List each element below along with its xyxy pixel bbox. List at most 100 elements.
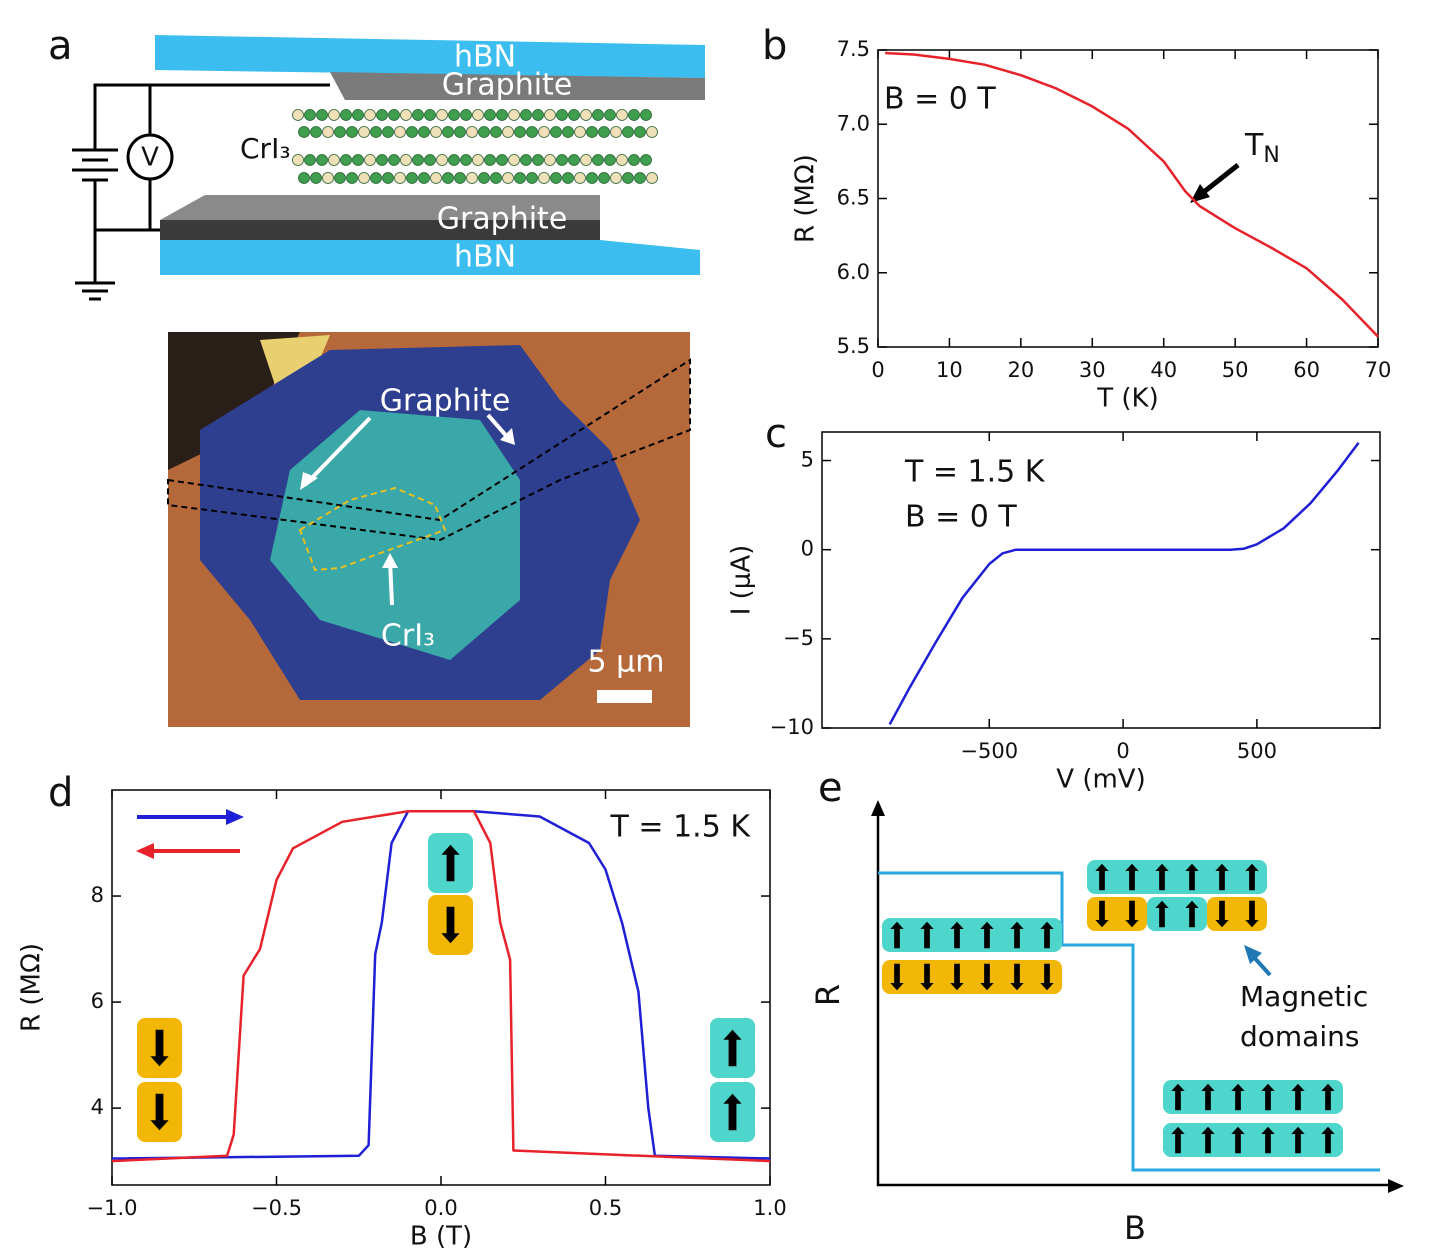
y-tick-label: 7.0 [837,111,870,135]
atom [580,154,592,166]
atom [370,172,382,184]
battery [72,148,118,182]
y-tick-label: 5 [801,448,814,472]
atom [400,109,412,121]
graphite-outline [167,358,691,542]
spin-arrow [920,921,934,949]
cri3-outline [298,486,447,572]
atom [526,126,538,138]
atom [322,126,334,138]
atom [298,126,310,138]
atom [334,172,346,184]
data-line [888,441,1360,725]
spin-arrow [1231,1126,1245,1154]
spin-arrow [1125,900,1139,928]
spin-arrow [1291,1083,1305,1111]
diagram: R B Magnetic domains [809,800,1404,1247]
voltmeter-label: V [141,143,159,173]
spin-arrow [920,963,934,991]
hbn-bottom [160,240,700,275]
atom [352,154,364,166]
atom [604,109,616,121]
cri3-crystal [292,109,658,184]
spin-arrow [1155,863,1169,891]
atom [550,172,562,184]
atom [352,109,364,121]
domain-box [1163,1123,1343,1157]
annotation: B = 0 T [884,82,996,117]
spin-arrow [1010,921,1024,949]
atom [526,172,538,184]
spin-arrow [1040,963,1054,991]
x-tick-label: −1.0 [87,1196,138,1220]
spin-arrow [1010,963,1024,991]
atom [490,126,502,138]
annotation: T = 1.5 K [904,455,1046,490]
spin-arrow [950,963,964,991]
data-line [885,51,1379,338]
spin-arrow [1321,1083,1335,1111]
atom [472,154,484,166]
atom [586,126,598,138]
pointer-head [1244,945,1262,964]
voltmeter [126,133,174,181]
domain-box [882,960,1062,994]
spin-arrow [1171,1083,1185,1111]
spin-arrow [441,906,460,944]
atom [544,109,556,121]
atom [382,126,394,138]
atom [358,172,370,184]
atom [418,172,430,184]
atom [466,126,478,138]
atom [322,172,334,184]
spin-arrow [1201,1126,1215,1154]
atom [478,126,490,138]
x-tick-label: 70 [1365,358,1392,382]
atom [304,109,316,121]
atom [310,172,322,184]
hbn-top [155,35,705,78]
sweep-arrowhead [226,809,244,825]
atom [616,154,628,166]
atom [448,109,460,121]
atom [400,154,412,166]
annotation-subscript: N [1263,143,1279,168]
spin-arrow [1040,921,1054,949]
atom [646,126,658,138]
atom [388,154,400,166]
y-tick-label: 5.5 [837,334,870,358]
atom [310,126,322,138]
axis-label: B [1124,1209,1146,1247]
atom [622,126,634,138]
x-tick-label: 10 [936,358,963,382]
atom [598,126,610,138]
atom [610,172,622,184]
atom [364,154,376,166]
atom [442,126,454,138]
y-tick-label: 6 [91,989,104,1013]
atom [490,172,502,184]
atom [430,126,442,138]
graphite-bottom-top [160,195,600,220]
pointer [1198,163,1240,197]
atom [454,172,466,184]
atom [304,154,316,166]
graphite-bottom [160,220,600,240]
spin-icons [137,833,1343,1157]
schematic: V hBN Graphite CrI₃ Graphite hBN [72,35,705,301]
atom [382,172,394,184]
x-tick-label: 20 [1007,358,1034,382]
atom [634,126,646,138]
atom [640,154,652,166]
atom [628,109,640,121]
x-tick-label: 0 [1116,739,1129,763]
pointer-head [1190,184,1210,203]
spin-arrow [1261,1126,1275,1154]
atom [478,172,490,184]
atom [508,109,520,121]
atom [376,109,388,121]
annotation: TN [1244,128,1280,169]
atom [454,126,466,138]
atom [640,109,652,121]
x-tick-label: −500 [960,739,1018,763]
